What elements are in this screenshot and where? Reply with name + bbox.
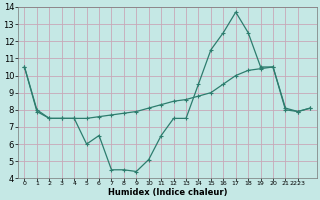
X-axis label: Humidex (Indice chaleur): Humidex (Indice chaleur) — [108, 188, 227, 197]
